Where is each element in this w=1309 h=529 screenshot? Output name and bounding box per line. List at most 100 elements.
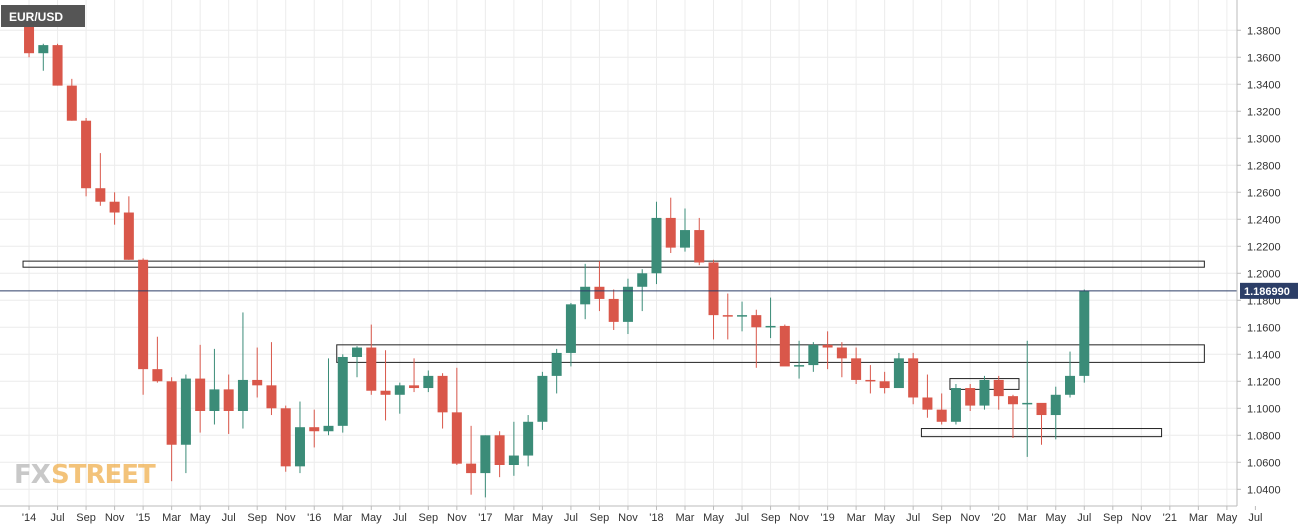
x-tick-label: Jul [1077,512,1091,524]
candle [737,301,748,332]
y-tick-label: 1.0800 [1247,430,1281,442]
candle-body [836,347,847,359]
candle [565,302,576,367]
grid-lines [0,0,1237,506]
x-tick-label: May [190,512,211,524]
x-tick-label: Jul [51,512,65,524]
candle-body [252,379,263,386]
candle-body [565,304,576,353]
candle-body [223,389,234,411]
candle-body [337,356,348,426]
candle-body [822,344,833,348]
x-tick-label: '20 [992,512,1006,524]
x-tick-label: '14 [22,512,36,524]
x-tick-label: Sep [590,512,610,524]
candle [508,421,519,476]
x-tick-label: Jul [393,512,407,524]
candle-body [622,286,633,322]
x-tick-label: '16 [307,512,321,524]
x-tick-label: Sep [419,512,439,524]
candle-body [380,390,391,395]
candle [66,78,77,121]
candle-body [580,286,591,305]
x-tick-label: Mar [162,512,181,524]
candle [266,342,277,416]
candle-body [594,286,605,299]
x-tick-label: '18 [649,512,663,524]
candle-body [665,217,676,248]
candle-body [366,347,377,391]
candle-body [451,412,462,464]
candle [665,197,676,254]
candle-body [52,45,63,86]
candle [722,293,733,340]
x-tick-label: Jul [906,512,920,524]
candle [409,358,420,393]
candle-body [523,421,534,456]
candle-body [865,379,876,382]
candle-body [708,262,719,316]
candle [252,347,263,398]
x-tick-label: May [1216,512,1237,524]
candle-body [722,315,733,317]
candle [81,118,92,197]
y-tick-label: 1.3600 [1247,52,1281,64]
candle-body [494,435,505,465]
candle-body [965,388,976,406]
candle-body [480,435,491,474]
symbol-badge-bg [1,5,85,27]
candle [965,383,976,411]
y-tick-label: 1.1400 [1247,349,1281,361]
candle-body [694,230,705,263]
candle-body [394,385,405,395]
candle-body [66,85,77,121]
candle [38,43,49,71]
candle [779,324,790,367]
candle-body [765,325,776,328]
candle [993,375,1004,410]
candle [309,409,320,448]
candle-body [1007,396,1018,405]
candle-body [936,409,947,422]
candle [979,375,990,410]
candle-body [437,375,448,413]
candle [622,278,633,335]
candle [1022,340,1033,457]
x-tick-label: Nov [789,512,809,524]
candle [908,352,919,405]
current-price-label: 1.186990 [1240,282,1298,299]
candle-body [637,273,648,287]
candle [936,393,947,425]
candle [52,43,63,86]
candle-body [323,425,334,432]
candle [337,354,348,433]
candle [794,340,805,379]
candle-body [138,259,149,370]
candle [437,373,448,429]
y-tick-label: 1.3200 [1247,106,1281,118]
watermark-logo: FX STREET [14,460,157,490]
candle [1036,402,1047,445]
x-tick-label: Mar [1189,512,1208,524]
x-tick-label: May [361,512,382,524]
candle [152,336,163,383]
candle [822,331,833,370]
candle [637,269,648,312]
candle [494,431,505,478]
candle [879,371,890,394]
x-tick-label: Nov [105,512,125,524]
candle-body [1022,402,1033,405]
x-tick-label: Sep [761,512,781,524]
candle [836,342,847,378]
candle-body [1036,402,1047,416]
candle [209,348,220,425]
candle [950,383,961,425]
candle [466,425,477,495]
x-tick-label: '17 [478,512,492,524]
x-tick-label: '15 [136,512,150,524]
candle [323,358,334,436]
y-tick-label: 1.3000 [1247,133,1281,145]
x-tick-label: May [703,512,724,524]
candle-body [209,389,220,411]
candle [1079,289,1090,383]
